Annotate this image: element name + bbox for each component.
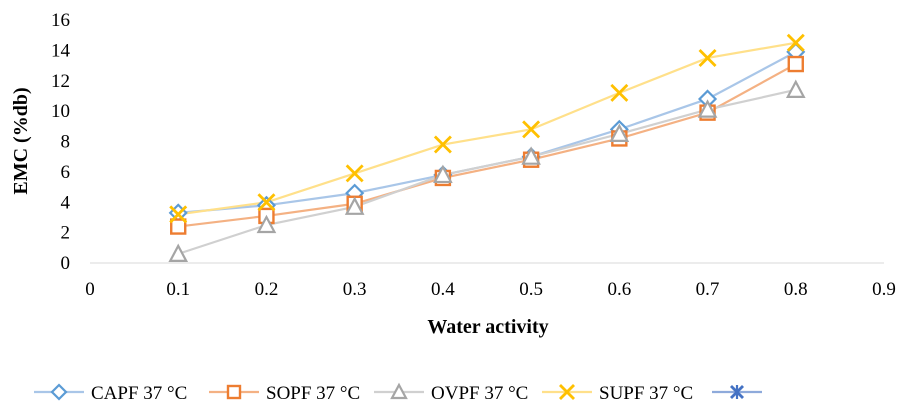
legend-marker-3: [559, 384, 575, 400]
data-point-s2-1: [256, 214, 277, 234]
legend-marker-0: [50, 383, 68, 401]
data-point-s2-0: [168, 243, 189, 262]
data-point-s3-5: [610, 83, 629, 102]
y-tick-label: 8: [61, 132, 71, 153]
x-tick-label: 0.1: [166, 279, 190, 300]
x-tick-label: 0.7: [696, 279, 720, 300]
data-point-s3-4: [522, 120, 541, 139]
data-point-s2-6: [697, 99, 718, 118]
legend-item-0: CAPF 37 °C: [34, 383, 187, 404]
data-point-s3-3: [433, 135, 452, 154]
data-point-s3-7: [786, 33, 805, 52]
data-point-s1-7: [787, 55, 804, 73]
x-tick-label: 0.8: [784, 279, 808, 300]
y-tick-label: 10: [51, 101, 70, 122]
data-point-s2-7: [785, 79, 806, 98]
legend-marker-4: [730, 385, 744, 399]
legend-item-4: [712, 385, 762, 399]
legend-marker-2: [390, 382, 408, 400]
data-point-s2-5: [609, 123, 630, 143]
y-tick-label: 16: [51, 10, 70, 31]
series-line-1: [178, 63, 797, 228]
axes: 0 0.1 0.2 0.3 0.4 0.5 0.6 0.7 0.8 0.9 0 2 4 6 8 10 12 14 1…: [51, 10, 896, 300]
legend-marker-1: [226, 384, 242, 400]
legend-item-1: SOPF 37 °C: [209, 383, 360, 404]
y-tick-label: 14: [51, 40, 71, 61]
x-tick-label: 0.9: [872, 279, 896, 300]
data-point-s3-0: [169, 205, 188, 224]
x-tick-label: 0.4: [431, 279, 455, 300]
x-axis-title: Water activity: [427, 316, 548, 338]
legend-label-2: OVPF 37 °C: [431, 383, 528, 404]
legend: CAPF 37 °C SOPF 37 °C OVPF 37 °C SUPF 37 °C: [34, 382, 762, 404]
y-tick-label: 6: [61, 162, 71, 183]
series-line-0: [178, 50, 797, 214]
x-tick-label: 0.3: [343, 279, 367, 300]
data-point-s2-4: [521, 146, 541, 165]
legend-label-1: SOPF 37 °C: [266, 383, 360, 404]
data-point-s2-3: [433, 164, 453, 184]
data-point-s3-6: [698, 48, 717, 67]
x-tick-label: 0.5: [519, 279, 543, 300]
legend-item-3: SUPF 37 °C: [542, 383, 693, 404]
y-tick-label: 0: [61, 253, 71, 274]
y-tick-label: 4: [61, 192, 71, 213]
series-line-3: [178, 41, 796, 216]
data-point-s1-0: [170, 218, 187, 235]
series-lines: [177, 41, 797, 255]
y-axis-title: EMC (%db): [10, 87, 32, 194]
series-line-2: [177, 88, 797, 255]
data-point-s2-2: [344, 196, 365, 215]
series-markers: [168, 33, 806, 262]
x-tick-label: 0: [85, 279, 95, 300]
x-tick-label: 0.6: [607, 279, 631, 300]
y-tick-label: 2: [61, 223, 71, 244]
legend-item-2: OVPF 37 °C: [374, 382, 528, 404]
x-tick-label: 0.2: [255, 279, 279, 300]
y-tick-label: 12: [51, 71, 70, 92]
legend-label-3: SUPF 37 °C: [599, 383, 693, 404]
legend-label-0: CAPF 37 °C: [91, 383, 187, 404]
data-point-s3-2: [345, 164, 364, 183]
data-point-s3-1: [257, 193, 276, 212]
